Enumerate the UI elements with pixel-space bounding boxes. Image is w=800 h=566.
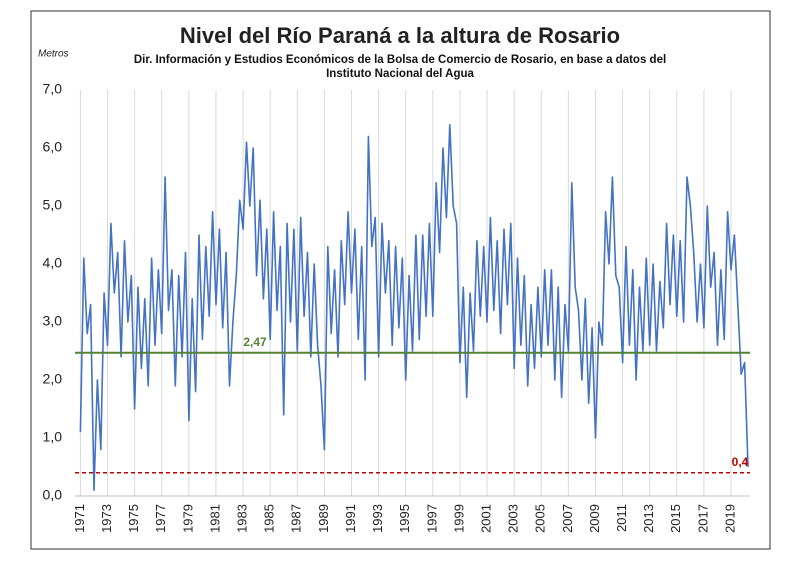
x-tick-label: 1997 xyxy=(424,504,439,533)
y-tick-label: 3,0 xyxy=(43,313,63,329)
x-tick-label: 2019 xyxy=(722,504,737,533)
x-tick-label: 1993 xyxy=(370,504,385,533)
x-tick-label: 1985 xyxy=(262,504,277,533)
x-tick-label: 1995 xyxy=(397,504,412,533)
x-tick-label: 1981 xyxy=(207,504,222,533)
x-tick-label: 1987 xyxy=(289,504,304,533)
x-tick-label: 1991 xyxy=(343,504,358,533)
reference-label: 0,4 xyxy=(732,455,749,469)
x-tick-label: 2009 xyxy=(587,504,602,533)
x-tick-label: 1999 xyxy=(451,504,466,533)
x-tick-label: 2015 xyxy=(668,504,683,533)
x-tick-label: 2005 xyxy=(533,504,548,533)
chart-title: Nivel del Río Paraná a la altura de Rosa… xyxy=(180,23,620,48)
chart-subtitle: Dir. Información y Estudios Económicos d… xyxy=(133,54,667,80)
x-tick-label: 2003 xyxy=(506,504,521,533)
x-tick-label: 1983 xyxy=(235,504,250,533)
x-tick-label: 1989 xyxy=(316,504,331,533)
x-tick-label: 2013 xyxy=(641,504,656,533)
x-tick-label: 2007 xyxy=(560,504,575,533)
y-axis-label: Metros xyxy=(38,49,69,60)
x-tick-label: 1977 xyxy=(153,504,168,533)
y-tick-label: 5,0 xyxy=(43,197,63,213)
reference-label: 2,47 xyxy=(243,335,267,349)
x-tick-label: 1971 xyxy=(72,504,87,533)
data-line xyxy=(79,124,749,491)
y-tick-label: 7,0 xyxy=(43,81,63,97)
y-tick-label: 2,0 xyxy=(43,371,63,387)
y-tick-label: 1,0 xyxy=(43,429,63,445)
y-tick-label: 4,0 xyxy=(43,255,63,271)
x-tick-label: 2017 xyxy=(695,504,710,533)
y-tick-label: 0,0 xyxy=(43,487,63,503)
x-tick-label: 1975 xyxy=(126,504,141,533)
x-tick-label: 2011 xyxy=(614,504,629,532)
x-tick-label: 2001 xyxy=(478,504,493,533)
x-tick-label: 1973 xyxy=(99,504,114,533)
y-tick-label: 6,0 xyxy=(43,139,63,155)
frame xyxy=(30,10,771,550)
x-tick-label: 1979 xyxy=(180,504,195,533)
